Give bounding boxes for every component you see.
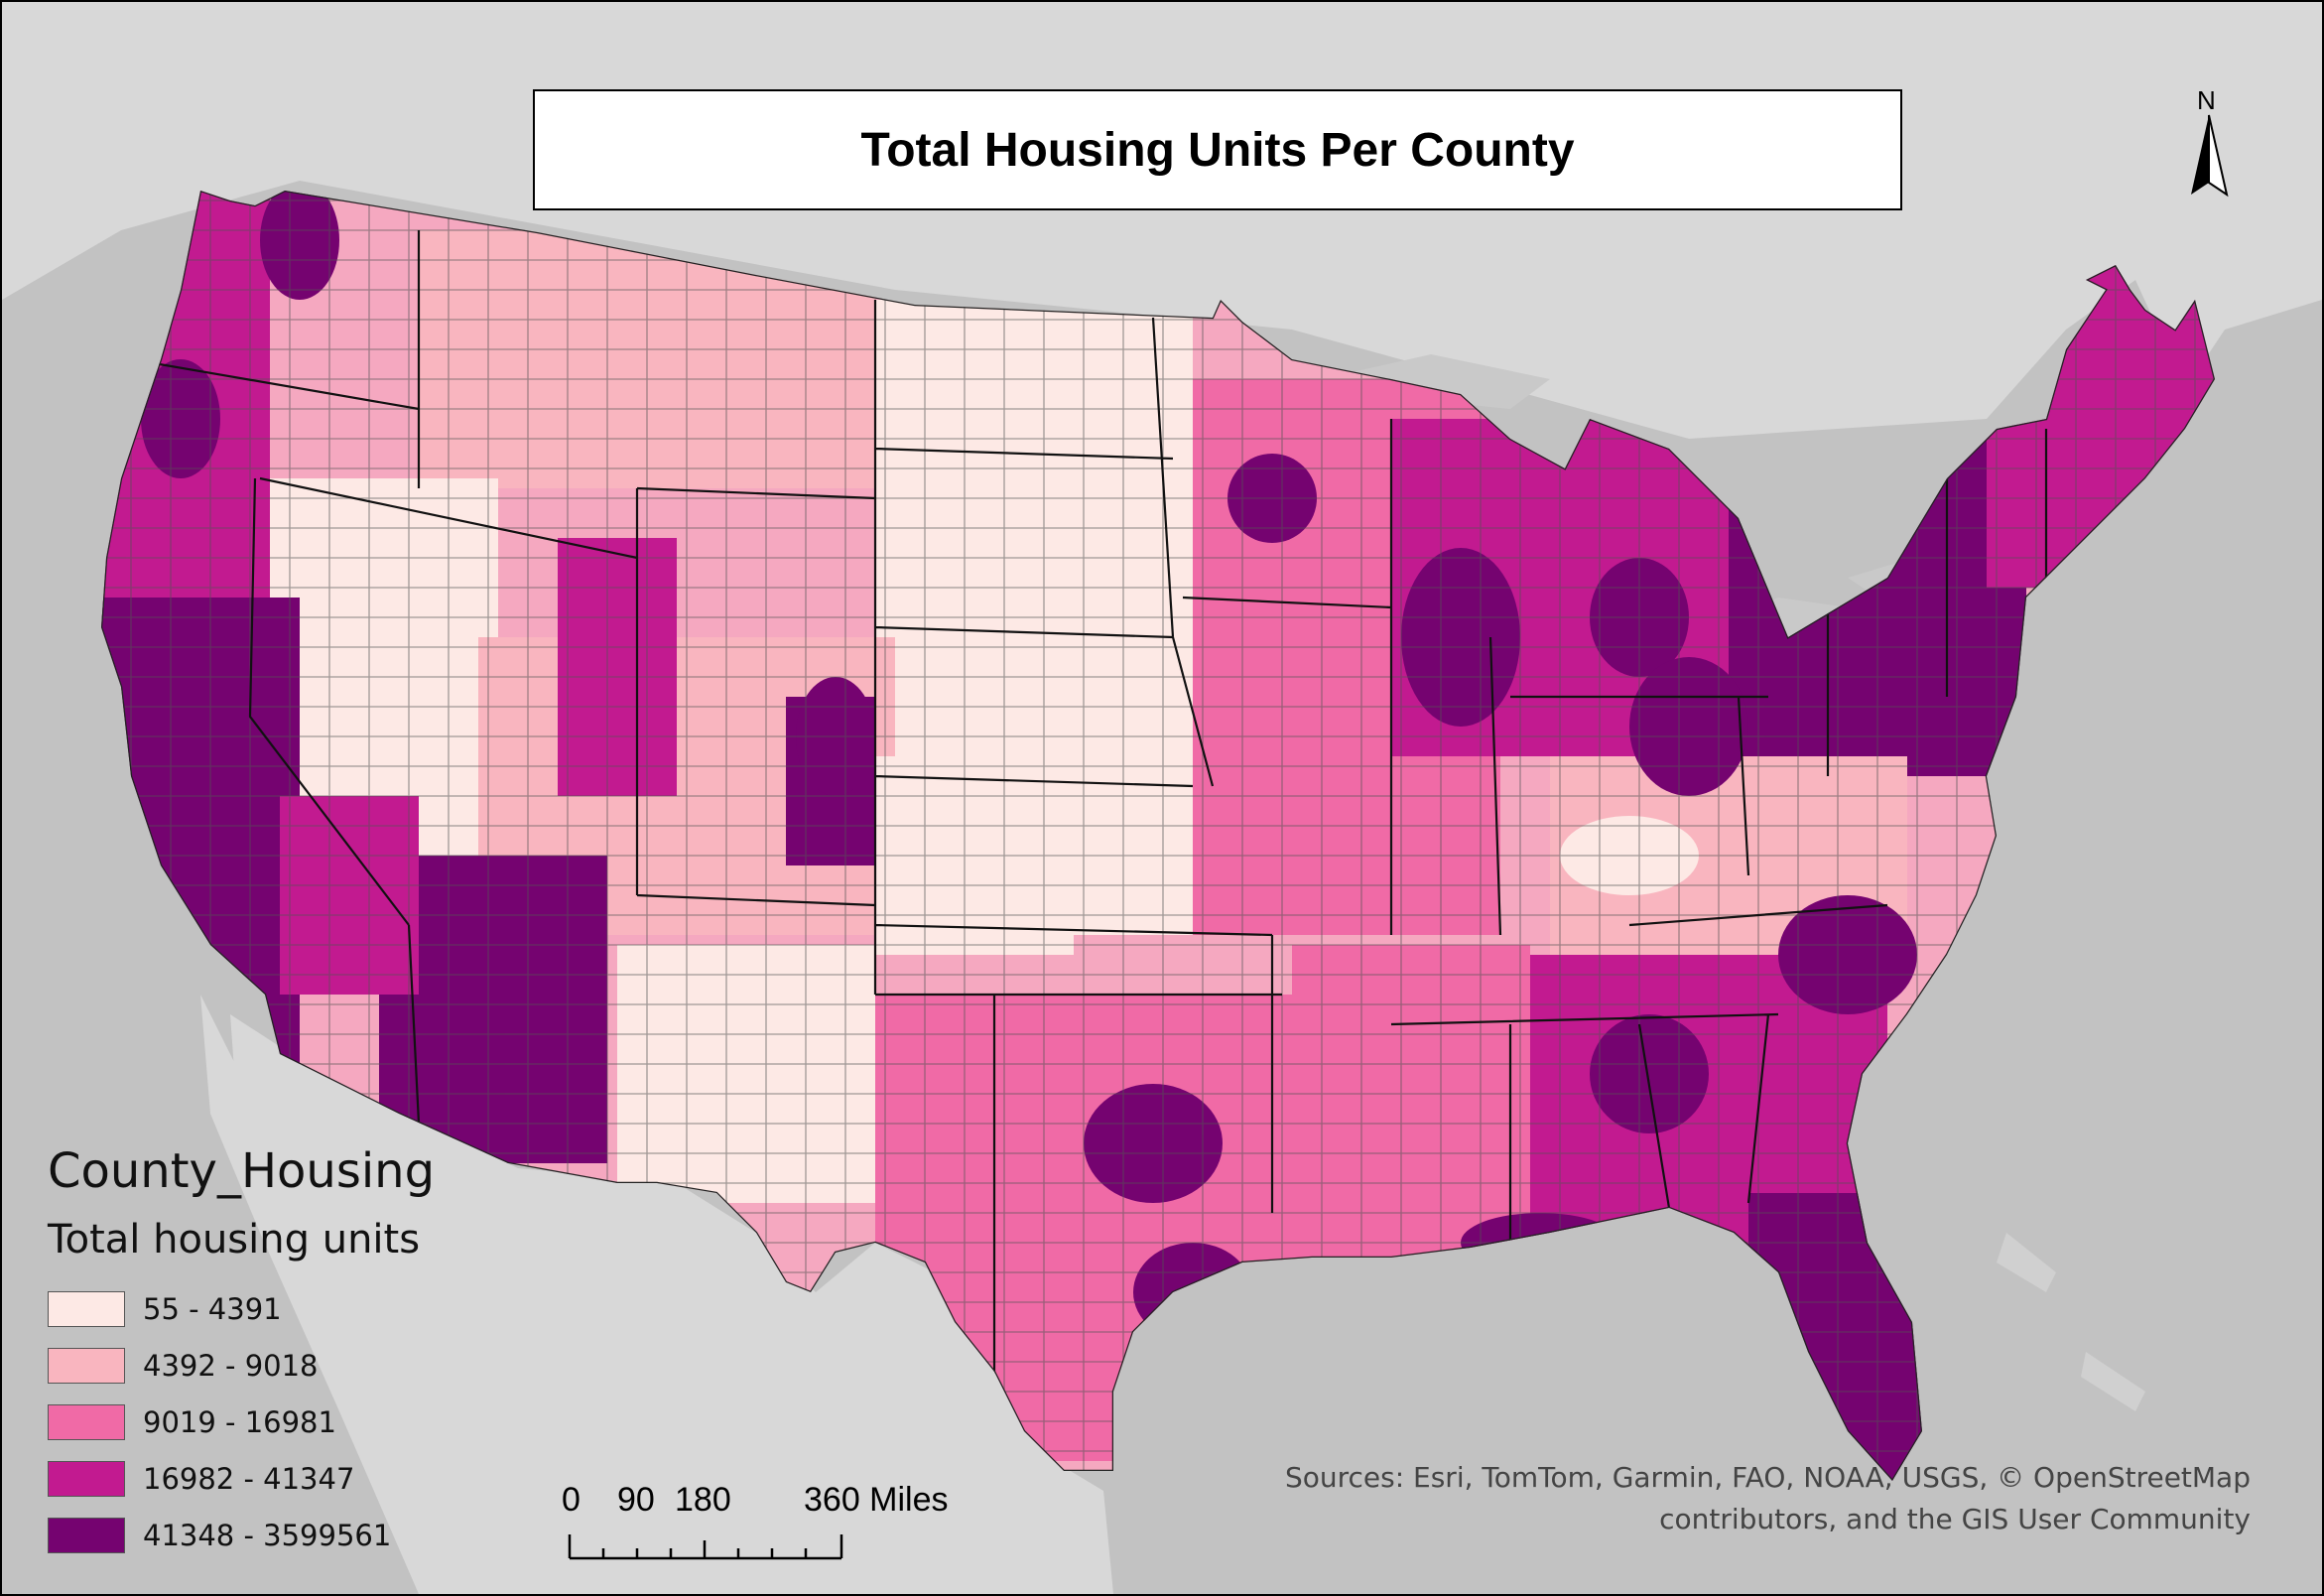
region-southern-nevada bbox=[280, 796, 419, 995]
bahamas-land bbox=[1997, 1233, 2145, 1411]
legend-item: 4392 - 9018 bbox=[48, 1337, 464, 1394]
cluster-portland bbox=[141, 359, 220, 478]
legend-item: 9019 - 16981 bbox=[48, 1394, 464, 1450]
legend-item: 55 - 4391 bbox=[48, 1280, 464, 1337]
map-title: Total Housing Units Per County bbox=[860, 123, 1575, 177]
scale-label-180: 180 bbox=[675, 1481, 731, 1519]
great-lakes bbox=[1322, 354, 1967, 697]
legend-label: 16982 - 41347 bbox=[143, 1461, 355, 1496]
region-west-texas bbox=[617, 945, 875, 1203]
legend-layer-name: County_Housing bbox=[48, 1143, 436, 1199]
map-title-box: Total Housing Units Per County bbox=[533, 89, 1902, 210]
scale-label-360: 360 Miles bbox=[804, 1481, 949, 1519]
legend-label: 55 - 4391 bbox=[143, 1291, 282, 1326]
legend-swatch bbox=[48, 1290, 125, 1327]
source-attribution: Sources: Esri, TomTom, Garmin, FAO, NOAA… bbox=[1179, 1457, 2251, 1540]
baja-peninsula bbox=[200, 995, 468, 1594]
cluster-dallas bbox=[1084, 1084, 1223, 1203]
legend-swatch bbox=[48, 1347, 125, 1384]
legend-item: 16982 - 41347 bbox=[48, 1450, 464, 1507]
cluster-seattle bbox=[260, 191, 339, 300]
scale-label-0: 0 bbox=[562, 1481, 581, 1519]
cluster-carolinas bbox=[1778, 895, 1917, 1014]
scale-bar-labels: 0 90 180 360 Miles bbox=[558, 1481, 1024, 1521]
legend-label: 4392 - 9018 bbox=[143, 1348, 319, 1383]
legend-swatch bbox=[48, 1403, 125, 1440]
legend-swatch bbox=[48, 1517, 125, 1553]
mexico-land bbox=[230, 1014, 1113, 1594]
source-line-1: Sources: Esri, TomTom, Garmin, FAO, NOAA… bbox=[1284, 1461, 2251, 1494]
scale-label-90: 90 bbox=[617, 1481, 655, 1519]
legend: County_Housing Total housing units 55 - … bbox=[48, 1143, 464, 1563]
legend-swatch bbox=[48, 1460, 125, 1497]
region-deep-south bbox=[1292, 945, 1530, 1263]
us-counties[interactable] bbox=[91, 181, 2284, 1491]
region-utah-front bbox=[558, 538, 677, 796]
scale-bar bbox=[568, 1534, 843, 1560]
north-arrow-icon bbox=[2191, 114, 2229, 198]
cluster-atlanta bbox=[1590, 1014, 1709, 1133]
legend-label: 41348 - 3599561 bbox=[143, 1518, 392, 1552]
legend-item: 41348 - 3599561 bbox=[48, 1507, 464, 1563]
north-label: N bbox=[2197, 85, 2216, 115]
cluster-ohio bbox=[1629, 657, 1748, 796]
source-line-2: contributors, and the GIS User Community bbox=[1659, 1503, 2251, 1535]
state-boundaries bbox=[130, 230, 2048, 1471]
legend-label: 9019 - 16981 bbox=[143, 1404, 336, 1439]
legend-field-name: Total housing units bbox=[48, 1217, 421, 1263]
us-outline bbox=[101, 191, 2215, 1481]
cluster-chicago bbox=[1401, 548, 1520, 727]
